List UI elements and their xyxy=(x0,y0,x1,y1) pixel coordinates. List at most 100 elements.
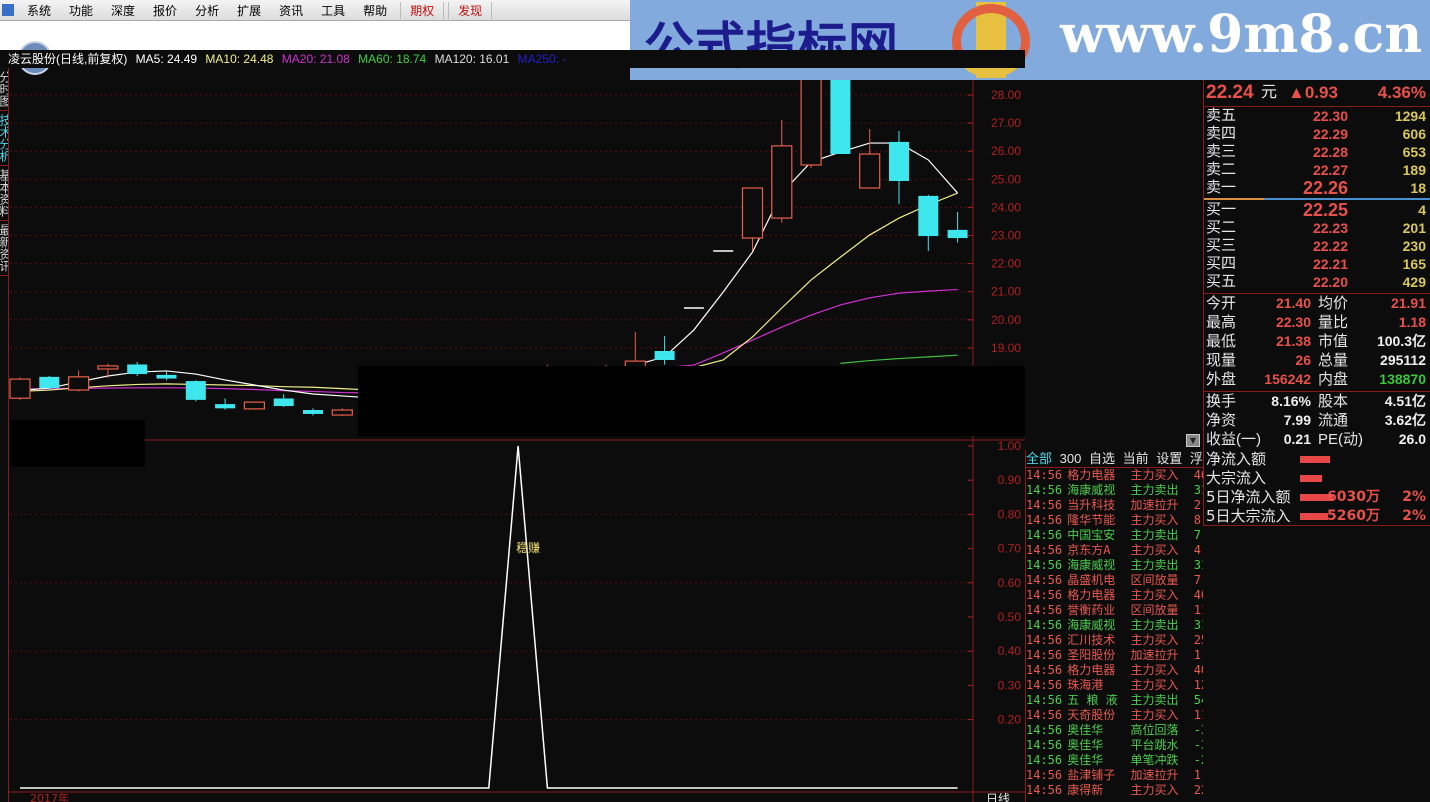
level-label: 买三 xyxy=(1206,237,1237,254)
alert-value: 54.99/ xyxy=(1193,693,1203,707)
alert-value: -3.71% xyxy=(1193,723,1203,737)
flow-row: 5日净流入额 6030万 2% xyxy=(1206,488,1426,507)
level-price: 22.21 xyxy=(1312,256,1348,272)
stat-label: 收益(一) xyxy=(1206,431,1261,448)
chevron-down-icon[interactable]: ▼ xyxy=(1186,434,1200,447)
alert-row[interactable]: 14:56 圣阳股份 加速拉升 1.57% xyxy=(1026,648,1203,663)
menu-options[interactable]: 期权 xyxy=(400,1,445,19)
alert-stock: 奥佳华 xyxy=(1067,753,1104,767)
alert-stock: 海康威视 xyxy=(1067,618,1116,632)
indicator-tick-label: 0.60 xyxy=(998,576,1022,590)
ask-bid-ratio-bar xyxy=(1204,198,1264,200)
alert-time: 14:56 xyxy=(1026,663,1063,677)
ma60-line xyxy=(840,354,958,364)
alert-row[interactable]: 14:56 奥佳华 平台跳水 -3.71% xyxy=(1026,738,1203,753)
menu-discover[interactable]: 发现 xyxy=(448,1,493,19)
menu-help[interactable]: 帮助 xyxy=(363,3,388,18)
stat-value: 21.40 xyxy=(1275,295,1311,311)
level-price: 22.20 xyxy=(1312,274,1348,290)
tab-fundamentals[interactable]: 基本资料 xyxy=(0,166,8,221)
alert-row[interactable]: 14:56 中国宝安 主力卖出 7.82/4 xyxy=(1026,528,1203,543)
alert-row[interactable]: 14:56 盐津铺子 加速拉升 1.61% xyxy=(1026,768,1203,783)
menu-quote[interactable]: 报价 xyxy=(153,3,178,18)
ask-level-row: 卖四 22.29 606 xyxy=(1206,125,1426,143)
menu-analysis[interactable]: 分析 xyxy=(195,3,220,18)
alert-row[interactable]: 14:56 誉衡药业 区间放量 11.8倍 xyxy=(1026,603,1203,618)
ma120-label: MA120: 16.01 xyxy=(434,52,510,66)
alert-time: 14:56 xyxy=(1026,678,1063,692)
candle-up xyxy=(741,187,764,239)
alert-row[interactable]: 14:56 汇川技术 主力买入 25.45/ xyxy=(1026,633,1203,648)
alert-stock: 奥佳华 xyxy=(1067,738,1104,752)
alert-event: 主力卖出 xyxy=(1130,693,1179,707)
stat-label: PE(动) xyxy=(1318,431,1364,448)
tab-watchlist[interactable]: 自选 xyxy=(1088,451,1115,466)
flow-amount: 5260万 xyxy=(1327,508,1380,524)
alert-stock: 海康威视 xyxy=(1067,558,1116,572)
alert-row[interactable]: 14:56 京东方A 主力买入 4.04/4 xyxy=(1026,543,1203,558)
level-volume: 189 xyxy=(1402,162,1426,178)
level-label: 卖一 xyxy=(1206,179,1237,196)
alert-row[interactable]: 14:56 珠海港 主力买入 12.93/ xyxy=(1026,678,1203,693)
alert-event: 主力买入 xyxy=(1130,588,1179,602)
price-tick-label: 25.00 xyxy=(991,172,1021,186)
alert-event: 主力买入 xyxy=(1130,678,1179,692)
tab-float[interactable]: 浮出 xyxy=(1189,451,1203,466)
stat-value: 156242 xyxy=(1264,371,1311,387)
alert-row[interactable]: 14:56 海康威视 主力卖出 31.79/ xyxy=(1026,618,1203,633)
level-label: 买五 xyxy=(1206,273,1237,290)
alert-value: 40.00/ xyxy=(1193,588,1203,602)
alert-stock: 格力电器 xyxy=(1067,588,1116,602)
menu-system[interactable]: 系统 xyxy=(27,3,52,18)
alert-stock: 当升科技 xyxy=(1067,498,1116,512)
alert-event: 加速拉升 xyxy=(1130,498,1179,512)
market-alert-list: 全部 300 自选 当前 设置 浮出 总 14:56 格力电器 主力买入 40.… xyxy=(1025,450,1203,802)
alert-stock: 珠海港 xyxy=(1067,678,1104,692)
alert-value: -2.64% xyxy=(1193,753,1203,767)
menu-depth[interactable]: 深度 xyxy=(111,3,136,18)
tab-timeshare[interactable]: 分时图 xyxy=(0,68,8,111)
alert-row[interactable]: 14:56 康得新 主力买入 22.45/ xyxy=(1026,783,1203,798)
tab-300[interactable]: 300 xyxy=(1059,451,1082,466)
alert-row[interactable]: 14:56 奥佳华 高位回落 -3.71% xyxy=(1026,723,1203,738)
tab-all[interactable]: 全部 xyxy=(1026,451,1053,466)
bid-level-row: 买四 22.21 165 xyxy=(1206,255,1426,273)
alert-row[interactable]: 14:56 隆华节能 主力买入 8.47/3 xyxy=(1026,513,1203,528)
stat-value: 3.62亿 xyxy=(1384,412,1426,428)
alert-time: 14:56 xyxy=(1026,633,1063,647)
watermark-banner: 公式指标网 www.9m8.cn xyxy=(630,0,1430,80)
menu-news[interactable]: 资讯 xyxy=(279,3,304,18)
flow-label: 净流入额 xyxy=(1206,450,1267,468)
menu-function[interactable]: 功能 xyxy=(69,3,94,18)
flow-bar xyxy=(1300,475,1322,482)
chart-title-bar: 凌云股份(日线,前复权) MA5: 24.49 MA10: 24.48 MA20… xyxy=(0,50,1025,68)
alert-row[interactable]: 14:56 晶盛机电 区间放量 7.2倍 xyxy=(1026,573,1203,588)
bid-level-row: 买二 22.23 201 xyxy=(1206,219,1426,237)
stat-label: 均价 xyxy=(1318,295,1349,312)
tab-news[interactable]: 最新资讯 xyxy=(0,221,8,276)
alert-row[interactable]: 14:56 奥佳华 单笔冲跌 -2.64% xyxy=(1026,753,1203,768)
candle-up xyxy=(9,378,31,399)
menu-extend[interactable]: 扩展 xyxy=(237,3,262,18)
alert-time: 14:56 xyxy=(1026,588,1063,602)
flow-bar xyxy=(1300,513,1328,520)
alert-event: 主力买入 xyxy=(1130,783,1179,797)
alert-row[interactable]: 14:56 海康威视 主力卖出 31.78/ xyxy=(1026,558,1203,573)
stat-row: 今开 21.40 均价 21.91 xyxy=(1206,294,1426,313)
alert-row[interactable]: 14:56 当升科技 加速拉升 2.48% xyxy=(1026,498,1203,513)
tab-settings[interactable]: 设置 xyxy=(1156,451,1183,466)
alert-row[interactable]: 14:56 海康威视 主力卖出 31.79/ xyxy=(1026,483,1203,498)
alert-row[interactable]: 14:56 天奇股份 主力买入 11.78/ xyxy=(1026,708,1203,723)
alert-row[interactable]: 14:56 格力电器 主力买入 40.00/ xyxy=(1026,588,1203,603)
candle-up xyxy=(771,145,793,219)
tab-technical[interactable]: 技术分析 xyxy=(0,111,8,166)
alert-row[interactable]: 14:56 格力电器 主力买入 40.00/ xyxy=(1026,663,1203,678)
alert-value: 2.48% xyxy=(1193,498,1203,512)
app-icon xyxy=(2,4,14,16)
alert-time: 14:56 xyxy=(1026,618,1063,632)
alert-row[interactable]: 14:56 五 粮 液 主力卖出 54.99/ xyxy=(1026,693,1203,708)
alert-row[interactable]: 14:56 格力电器 主力买入 40.00/ xyxy=(1026,468,1203,483)
tab-current[interactable]: 当前 xyxy=(1122,451,1149,466)
candle-down xyxy=(947,229,968,239)
menu-tools[interactable]: 工具 xyxy=(321,3,346,18)
